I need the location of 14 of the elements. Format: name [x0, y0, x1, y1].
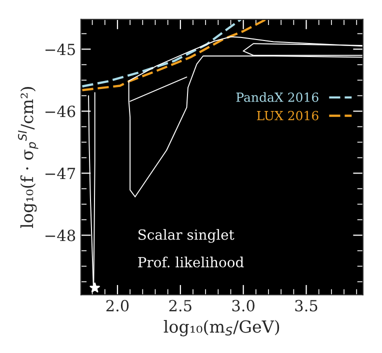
- annotation: Scalar singlet: [138, 229, 234, 243]
- x-tick-label: 2.5: [169, 300, 192, 312]
- y-axis-title: log₁₀(f · σ$_{p}$$^{SI}$/cm²): [18, 87, 38, 228]
- x-axis-title: log₁₀(m$_{S}$/GeV): [164, 320, 280, 336]
- y-tick-label: −47: [46, 168, 76, 180]
- legend-label: LUX 2016: [257, 110, 318, 120]
- y-tick-label: −48: [46, 230, 76, 242]
- y-tick-label: −45: [46, 44, 75, 56]
- legend-label: PandaX 2016: [236, 92, 318, 102]
- y-tick-label: −46: [46, 106, 76, 118]
- x-tick-label: 3.0: [232, 300, 254, 312]
- x-tick-label: 3.5: [295, 300, 318, 312]
- x-tick-label: 2.0: [106, 300, 129, 312]
- annotation: Prof. likelihood: [138, 256, 244, 268]
